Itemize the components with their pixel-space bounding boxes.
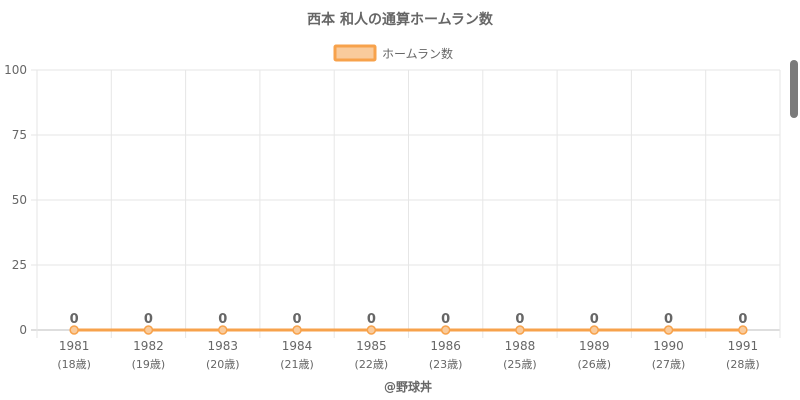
data-label: 0 xyxy=(144,312,153,327)
chart-title: 西本 和人の通算ホームラン数 xyxy=(307,11,494,28)
grid xyxy=(31,69,781,338)
y-axis: 0 25 50 75 100 xyxy=(4,63,27,337)
x-tick-label: 1985 xyxy=(356,339,387,353)
scrollbar-thumb[interactable] xyxy=(790,60,798,118)
x-tick-label: 1991 xyxy=(728,339,759,353)
data-labels: 0 0 0 0 0 0 0 0 0 0 xyxy=(70,312,748,327)
data-point xyxy=(440,325,451,335)
data-point xyxy=(292,325,302,335)
x-tick-label: 1986 xyxy=(430,339,461,353)
legend[interactable]: ホームラン数 xyxy=(333,44,453,62)
x-tick-label: 1990 xyxy=(653,339,684,353)
x-tick-sublabel: (18歳) xyxy=(57,358,91,371)
x-tick-sublabel: (19歳) xyxy=(132,358,166,371)
x-tick-sublabel: (27歳) xyxy=(652,358,686,371)
data-label: 0 xyxy=(218,312,227,327)
data-point xyxy=(143,325,154,335)
x-tick-sublabel: (26歳) xyxy=(577,358,611,371)
data-point xyxy=(663,325,674,335)
data-label: 0 xyxy=(664,312,673,327)
data-point xyxy=(738,325,748,335)
data-point xyxy=(589,325,599,335)
x-tick-label: 1982 xyxy=(133,339,164,353)
x-tick-label: 1984 xyxy=(282,339,313,353)
data-label: 0 xyxy=(738,312,747,327)
legend-label: ホームラン数 xyxy=(382,46,453,61)
data-label: 0 xyxy=(293,312,302,327)
y-tick-label: 100 xyxy=(4,63,27,77)
x-tick-label: 1989 xyxy=(579,339,610,353)
x-tick-sublabel: (22歳) xyxy=(355,358,389,371)
data-label: 0 xyxy=(515,312,524,327)
x-tick-label: 1988 xyxy=(505,339,536,353)
legend-swatch xyxy=(333,44,377,62)
x-tick-label: 1983 xyxy=(207,339,238,353)
data-point xyxy=(69,325,79,335)
data-label: 0 xyxy=(367,312,376,327)
y-tick-label: 25 xyxy=(12,258,27,272)
x-tick-sublabel: (21歳) xyxy=(280,358,314,371)
x-axis: 1981 (18歳) 1982 (19歳) 1983 (20歳) 1984 (21歳) 1985… xyxy=(57,339,759,371)
series-home-runs xyxy=(69,325,748,335)
x-tick-sublabel: (25歳) xyxy=(503,358,537,371)
credit-text: @野球丼 xyxy=(384,379,432,394)
data-label: 0 xyxy=(590,312,599,327)
data-label: 0 xyxy=(70,312,79,327)
x-tick-sublabel: (20歳) xyxy=(206,358,240,371)
data-point xyxy=(515,325,525,335)
data-label: 0 xyxy=(441,312,450,327)
y-tick-label: 0 xyxy=(19,323,27,337)
y-tick-label: 75 xyxy=(12,128,27,142)
x-tick-sublabel: (23歳) xyxy=(429,358,463,371)
x-tick-label: 1981 xyxy=(59,339,90,353)
y-tick-label: 50 xyxy=(12,193,27,207)
data-point xyxy=(218,325,228,335)
x-tick-sublabel: (28歳) xyxy=(726,358,760,371)
data-point xyxy=(366,325,377,335)
